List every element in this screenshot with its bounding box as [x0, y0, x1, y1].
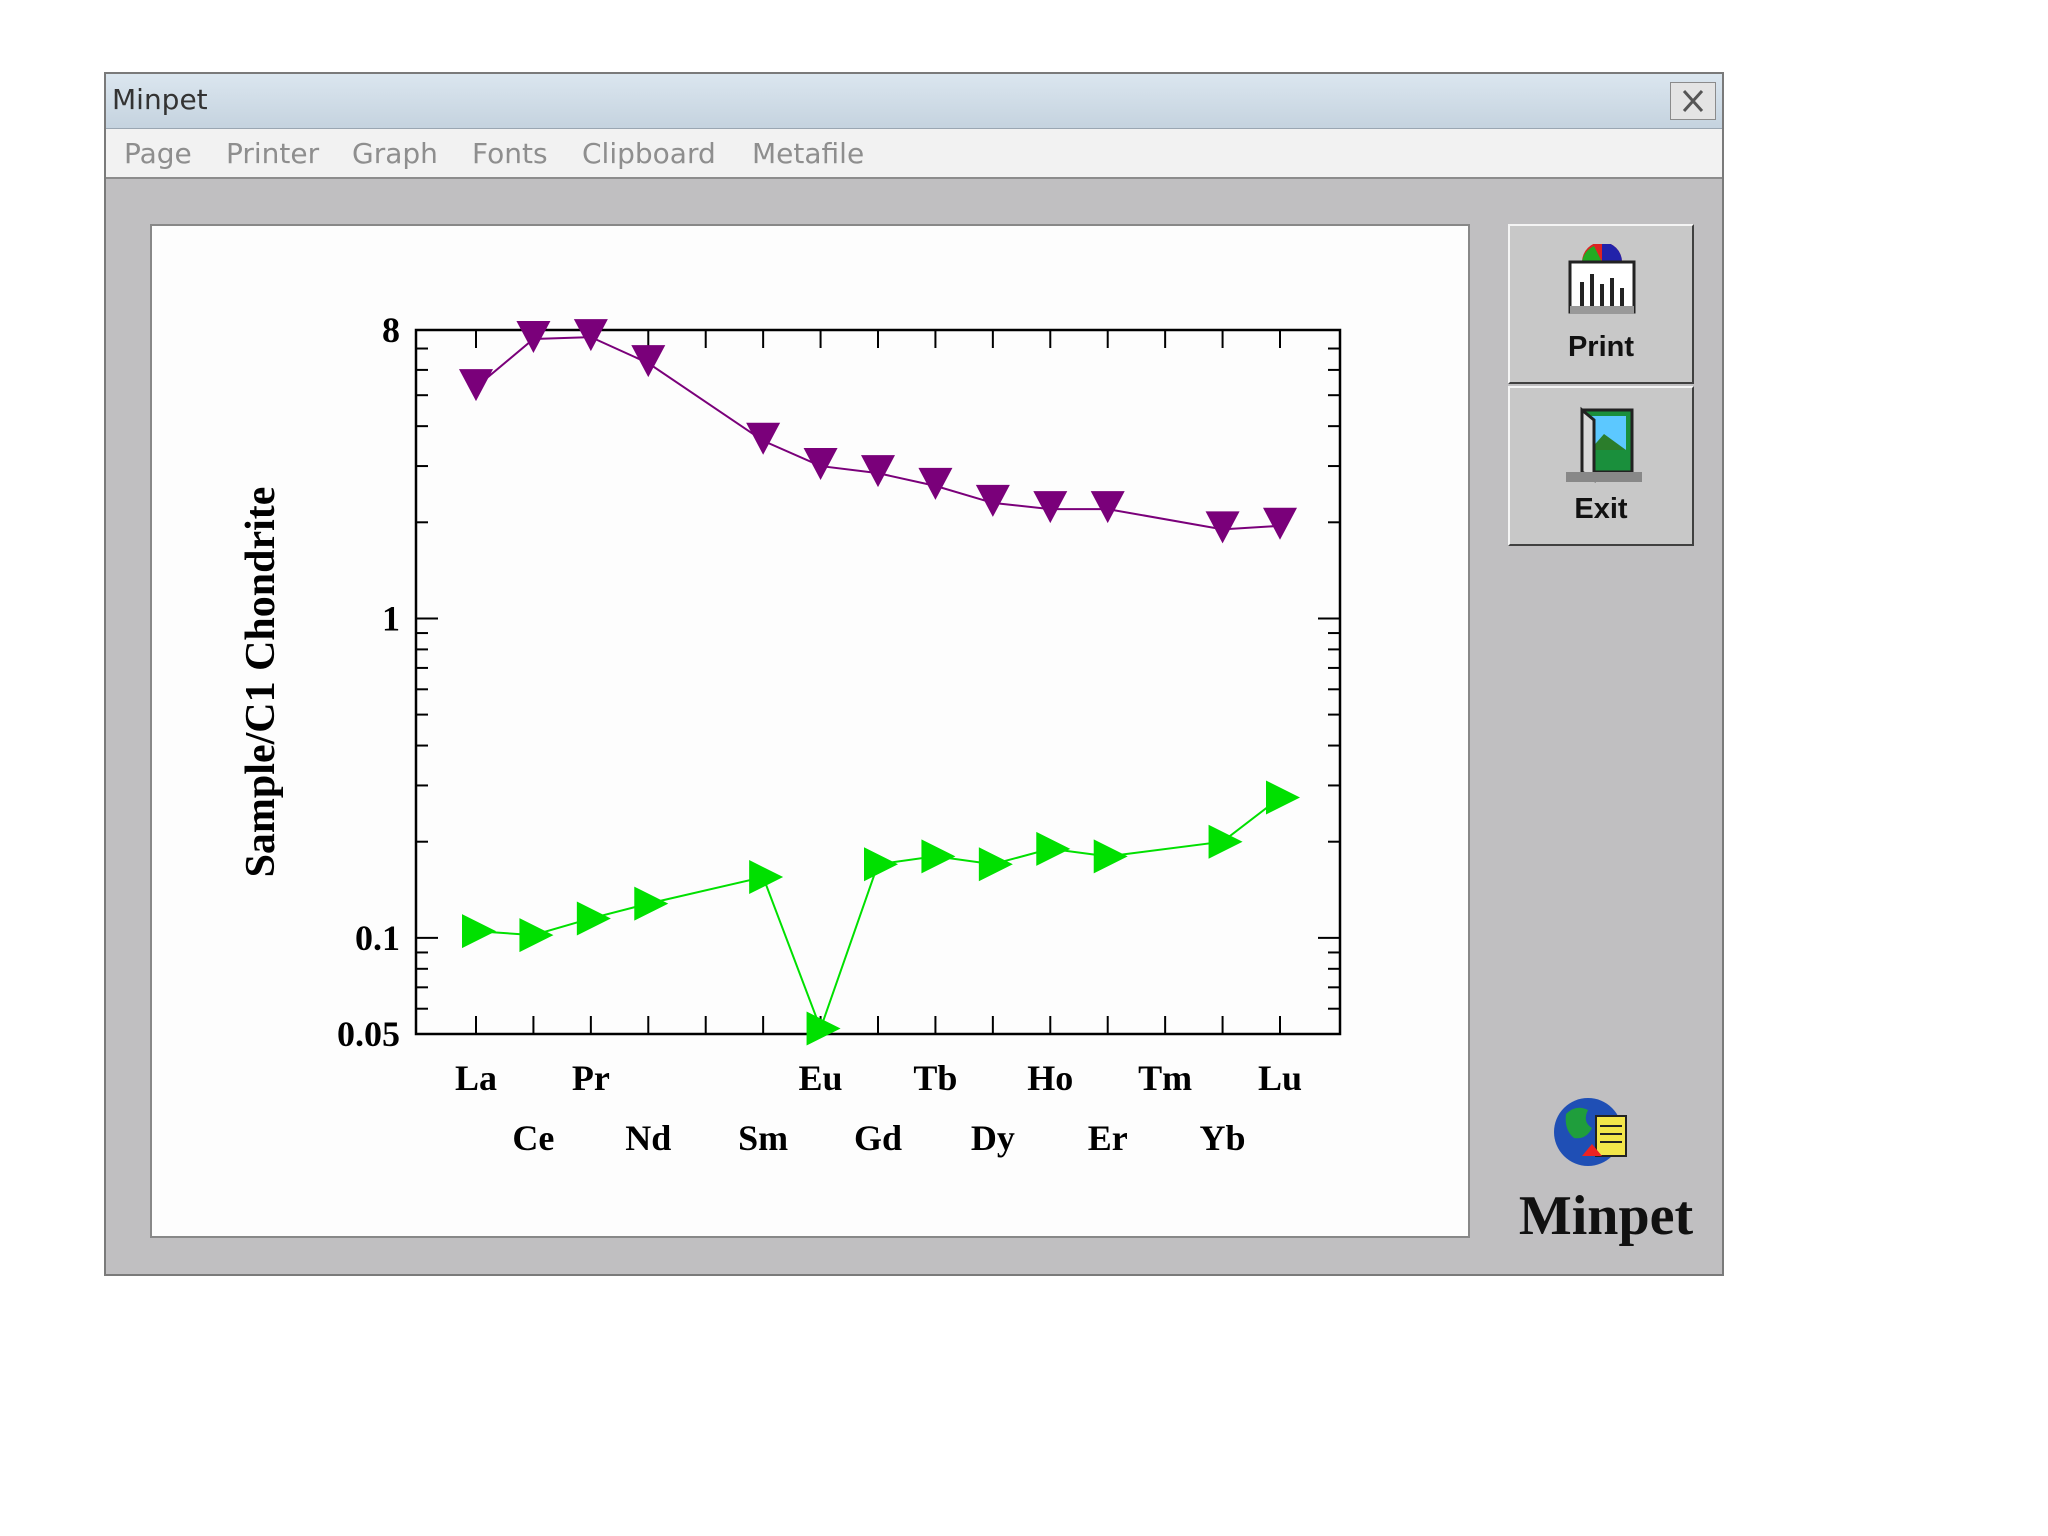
series-1-point [573, 319, 608, 352]
x-tick-label: Gd [854, 1118, 902, 1158]
x-tick-label: La [455, 1058, 497, 1098]
y-axis-label: Sample/C1 Chondrite [238, 487, 284, 878]
close-icon [1682, 89, 1704, 113]
window-title: Minpet [112, 83, 208, 116]
series-1-point [1090, 491, 1125, 524]
series-1-point [746, 422, 781, 455]
print-button[interactable]: Print [1508, 224, 1694, 384]
menu-metafile[interactable]: Metafile [752, 137, 865, 170]
series-1-point [459, 369, 493, 402]
series-2-point [576, 901, 611, 936]
menu-graph[interactable]: Graph [352, 137, 438, 170]
series-2-point [806, 1011, 841, 1046]
x-tick-label: Yb [1200, 1118, 1246, 1158]
series-1-point [1033, 491, 1068, 524]
door-exit-icon [1566, 406, 1642, 483]
x-tick-label: Sm [738, 1118, 788, 1158]
series-1-point [1205, 511, 1240, 544]
series-2-point [1093, 839, 1128, 874]
y-tick-label: 0.1 [355, 918, 400, 958]
brand-name: Minpet [1518, 1185, 1694, 1247]
series-2-point [1208, 824, 1243, 859]
menu-page[interactable]: Page [124, 137, 192, 170]
print-label: Print [1567, 331, 1635, 363]
title-bar: Minpet [106, 74, 1722, 129]
exit-label: Exit [1574, 493, 1628, 525]
y-tick-label: 1 [382, 598, 400, 638]
exit-button[interactable]: Exit [1508, 386, 1694, 546]
close-button[interactable] [1670, 82, 1716, 120]
series-2-point [1036, 831, 1071, 866]
x-tick-label: Nd [625, 1118, 671, 1158]
minpet-window: Minpet Page Printer Graph Fonts Clipboar… [104, 72, 1724, 1276]
y-tick-label: 0.05 [337, 1014, 400, 1054]
series-1-point [516, 320, 551, 353]
series-2-point [978, 847, 1013, 882]
series-1-point [861, 455, 895, 488]
x-tick-label: Dy [971, 1118, 1015, 1158]
x-tick-label: Lu [1258, 1058, 1302, 1098]
series-2-point [634, 886, 669, 921]
series-1-point [975, 484, 1010, 517]
x-tick-label: Eu [799, 1058, 843, 1098]
printer-icon [1568, 244, 1636, 314]
x-tick-label: Ce [512, 1118, 554, 1158]
series-1-point [1263, 507, 1297, 540]
x-tick-label: Er [1088, 1118, 1128, 1158]
x-tick-label: Ho [1027, 1058, 1073, 1098]
menu-printer[interactable]: Printer [226, 137, 320, 170]
x-tick-label: Tm [1138, 1058, 1192, 1098]
menu-clipboard[interactable]: Clipboard [582, 137, 716, 170]
series-2-point [921, 839, 956, 874]
plot-panel: 0.05 0.1 1 8 La Pr Eu Tb Ho Tm Lu Ce Nd Sm Gd Dy Er Yb Sam… [150, 224, 1470, 1238]
ree-chart: 0.05 0.1 1 8 La Pr Eu Tb Ho Tm Lu Ce Nd Sm Gd Dy Er Yb Sam… [238, 310, 1342, 1158]
series-2-point [519, 918, 554, 953]
x-tick-label: Tb [913, 1058, 957, 1098]
series-2-point [1266, 780, 1300, 815]
series-2-point [462, 914, 496, 949]
series-1-line [475, 336, 1281, 531]
series-1-point [631, 345, 666, 378]
x-tick-label: Pr [572, 1058, 610, 1098]
series-2-point [864, 847, 898, 882]
series-1-point [918, 467, 953, 500]
series-2-point [749, 860, 784, 895]
y-tick-label: 8 [382, 310, 400, 350]
menu-fonts[interactable]: Fonts [472, 137, 548, 170]
menu-bar: Page Printer Graph Fonts Clipboard Metaf… [106, 129, 1722, 179]
globe-logo-icon [1554, 1098, 1627, 1166]
series-1-point [803, 448, 838, 481]
